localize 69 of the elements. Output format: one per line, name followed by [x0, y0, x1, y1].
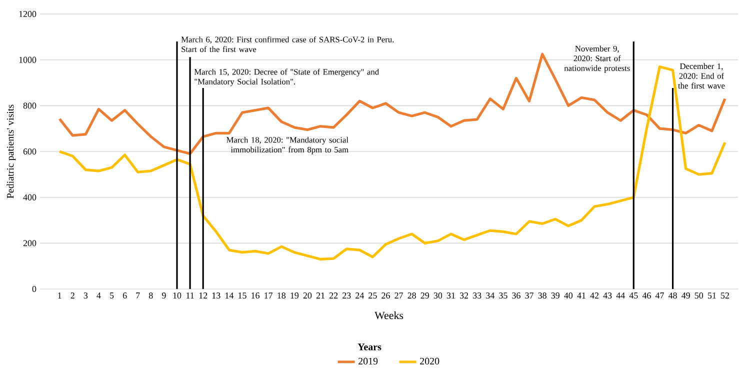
- x-tick-label: 44: [616, 292, 625, 298]
- x-tick-label: 8: [149, 292, 153, 299]
- y-tick-label: 0: [32, 286, 36, 292]
- x-tick-label: 29: [420, 292, 429, 299]
- x-tick-label: 14: [225, 292, 234, 298]
- x-tick-label: 49: [682, 292, 690, 299]
- x-tick-label: 3: [84, 292, 88, 299]
- x-tick-label: 33: [473, 292, 482, 299]
- y-tick-label: 800: [23, 102, 36, 109]
- y-tick-label: 400: [23, 194, 36, 200]
- y-axis-title: Pediatric patients' visits: [6, 104, 16, 198]
- y-tick-label: 1000: [19, 56, 36, 63]
- x-tick-label: 27: [394, 292, 404, 298]
- ref-line-label: March 18, 2020: "Mandatory social immobilization" from 8pm to 5am: [226, 136, 348, 154]
- ref-line-label: December 1, 2020: End of the first wave: [678, 63, 725, 89]
- x-tick-label: 5: [110, 292, 114, 298]
- x-tick-label: 43: [603, 292, 612, 299]
- legend-title: Years: [358, 344, 382, 350]
- x-tick-label: 24: [356, 292, 364, 298]
- x-tick-label: 11: [186, 292, 194, 298]
- x-tick-label: 23: [342, 292, 351, 299]
- x-tick-label: 6: [122, 292, 127, 299]
- y-tick-label: 200: [23, 240, 36, 246]
- x-tick-label: 12: [199, 292, 208, 298]
- x-tick-label: 37: [525, 292, 534, 299]
- x-tick-label: 41: [577, 292, 586, 298]
- x-tick-label: 40: [564, 292, 573, 299]
- x-tick-label: 36: [512, 292, 520, 299]
- x-tick-label: 21: [316, 292, 324, 298]
- x-tick-label: 45: [629, 292, 638, 299]
- x-tick-label: 2: [70, 292, 74, 298]
- legend-label: 2020: [420, 358, 440, 365]
- x-tick-label: 18: [278, 292, 286, 299]
- x-tick-label: 50: [694, 292, 704, 299]
- x-tick-label: 22: [329, 292, 338, 298]
- x-tick-label: 39: [551, 292, 560, 299]
- x-tick-label: 31: [446, 292, 455, 299]
- x-tick-label: 46: [642, 292, 651, 299]
- x-tick-label: 17: [264, 292, 273, 298]
- x-tick-label: 51: [708, 292, 716, 299]
- x-tick-label: 28: [408, 292, 416, 299]
- x-tick-label: 35: [499, 292, 508, 299]
- ref-line-label: March 15, 2020: Decree of "State of Emergency" and "Mandatory Social Isolation".: [194, 68, 379, 86]
- x-tick-label: 9: [162, 292, 166, 299]
- x-tick-label: 20: [303, 292, 312, 299]
- x-tick-label: 16: [252, 292, 260, 299]
- legend-label: 2019: [358, 358, 378, 365]
- x-tick-label: 47: [655, 292, 664, 298]
- x-axis-title: Weeks: [374, 311, 404, 320]
- ref-line-label: November 9, 2020: Start of nationwide protests: [564, 46, 630, 73]
- x-tick-label: 13: [212, 292, 220, 299]
- x-tick-label: 1: [58, 292, 62, 298]
- x-tick-label: 42: [590, 292, 598, 298]
- x-tick-label: 10: [173, 292, 182, 299]
- y-tick-label: 1200: [19, 10, 36, 18]
- x-tick-label: 30: [434, 292, 442, 299]
- x-tick-label: 26: [382, 292, 390, 299]
- x-tick-label: 48: [668, 292, 677, 299]
- x-tick-label: 19: [290, 292, 299, 299]
- x-tick-label: 32: [460, 292, 468, 299]
- x-tick-label: 25: [368, 292, 377, 299]
- y-tick-label: 600: [23, 148, 36, 155]
- x-tick-label: 15: [238, 292, 246, 299]
- x-tick-label: 4: [96, 292, 101, 298]
- x-tick-label: 7: [136, 292, 140, 298]
- ref-line-label: March 6, 2020: First confirmed case of SARS-CoV-2 in Peru. Start of the first wave: [181, 36, 394, 52]
- x-tick-label: 52: [721, 292, 729, 299]
- x-tick-label: 34: [486, 292, 494, 299]
- x-tick-label: 38: [538, 292, 546, 299]
